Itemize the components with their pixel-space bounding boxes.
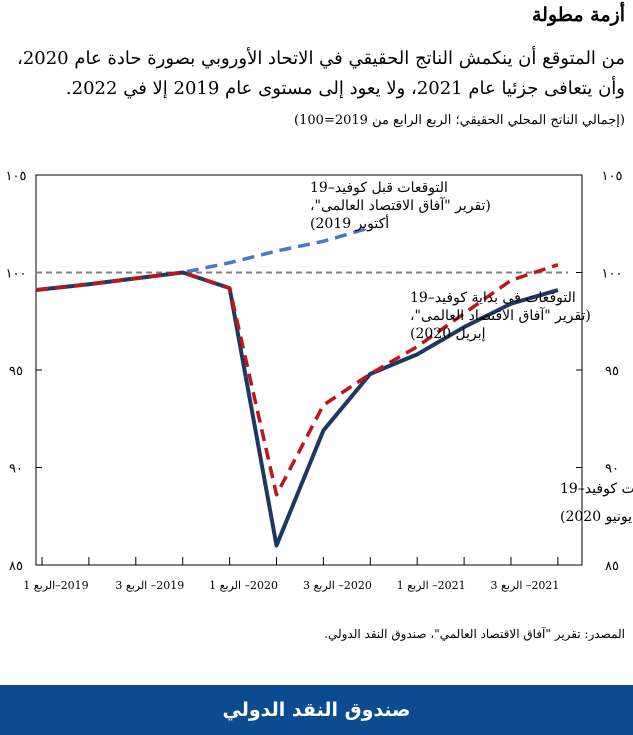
- series-label-2: (تقرير "آفاق الاقتصاد العالمي"، يونيو 20…: [560, 507, 633, 525]
- footer-banner: صندوق النقد الدولي: [0, 685, 633, 735]
- x-tick-label: 2021– الربع 1: [397, 579, 466, 592]
- y-tick-label-right: ٨٥: [605, 559, 619, 574]
- y-tick-label-right: ٩٠: [605, 462, 619, 477]
- series-line-1: [35, 263, 559, 497]
- x-tick-label: 2020– الربع 1: [209, 579, 278, 592]
- x-tick-label: 2019–الربع 1: [23, 579, 88, 592]
- series-label-0: (تقرير "آفاق الاقتصاد العالمى"،: [310, 196, 491, 214]
- chart-title: أزمة مطولة: [532, 4, 625, 26]
- series-label-1: التوقعات فى بداية كوفيد–19: [410, 290, 576, 306]
- y-tick-label-right: ١٠٠: [602, 267, 623, 282]
- y-tick-label-right: ٩٥: [605, 364, 619, 379]
- y-tick-label-left: ٩٠: [9, 462, 23, 477]
- y-tick-label-left: ٩٥: [9, 364, 23, 379]
- source-note: المصدر: تقرير "آفاق الاقتصاد العالمي"، ص…: [324, 627, 625, 641]
- y-tick-label-left: ١٠٥: [6, 169, 27, 184]
- x-tick-label: 2019– الربع 3: [115, 579, 184, 592]
- series-line-2: [35, 270, 559, 548]
- series-label-1: إبريل 2020): [410, 326, 486, 342]
- series-label-2: التوقعات المعدلة في ضوء تطورات كوفيد–19: [560, 481, 633, 497]
- x-tick-label: 2021– الربع 3: [491, 579, 560, 592]
- y-tick-label-right: ١٠٥: [602, 169, 623, 184]
- series-label-0: التوقعات قبل كوفيد–19: [310, 180, 448, 196]
- chart-subtitle: من المتوقع أن ينكمش الناتج الحقيقي في ال…: [17, 48, 625, 99]
- series-label-0: أكتوبر 2019): [310, 213, 389, 232]
- x-tick-label: 2020– الربع 3: [303, 579, 372, 592]
- plot-frame: [35, 174, 583, 566]
- units-note: (إجمالي الناتج المحلي الحقيقي؛ الربع الر…: [294, 113, 625, 128]
- series-label-1: (تقرير "آفاق الاقتصاد العالمى"،: [410, 306, 591, 324]
- y-tick-label-left: ١٠٠: [6, 267, 27, 282]
- y-tick-label-left: ٨٥: [9, 559, 23, 574]
